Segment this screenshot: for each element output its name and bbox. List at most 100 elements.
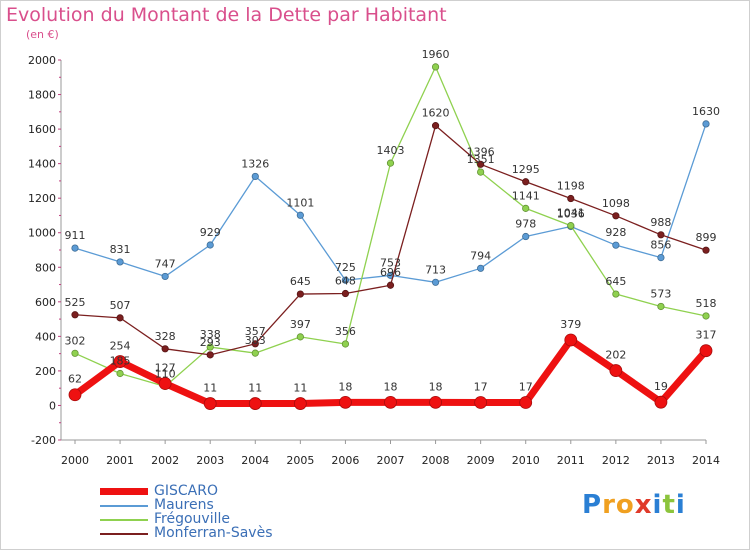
- logo-letter: P: [582, 490, 603, 520]
- data-label-giscaro: 11: [248, 382, 262, 395]
- data-point-giscaro: [429, 395, 442, 409]
- data-label-monferran-sav-s: 1295: [512, 163, 540, 176]
- data-point-monferran-sav-s: [702, 246, 710, 254]
- series-fr-gouville: [71, 63, 710, 391]
- data-label-fr-gouville: 1960: [422, 48, 450, 61]
- data-label-giscaro: 202: [605, 349, 626, 362]
- data-label-maurens: 856: [650, 239, 671, 252]
- data-point-maurens: [161, 272, 169, 281]
- data-point-fr-gouville: [431, 63, 440, 71]
- data-point-maurens: [251, 172, 259, 181]
- legend-label: Monferran-Savès: [154, 525, 273, 541]
- x-tick-label: 2014: [692, 454, 720, 467]
- data-label-giscaro: 62: [68, 373, 82, 386]
- data-label-fr-gouville: 1141: [512, 189, 540, 202]
- data-point-fr-gouville: [206, 343, 214, 351]
- data-label-giscaro: 11: [293, 382, 307, 395]
- series-maurens: [71, 120, 710, 286]
- data-label-fr-gouville: 356: [335, 325, 356, 338]
- data-point-monferran-sav-s: [251, 340, 259, 348]
- data-label-monferran-sav-s: 293: [200, 336, 221, 349]
- x-tick-label: 2009: [467, 454, 495, 467]
- data-label-fr-gouville: 573: [650, 287, 671, 300]
- data-point-monferran-sav-s: [522, 178, 530, 186]
- data-label-monferran-sav-s: 645: [290, 275, 311, 288]
- data-point-fr-gouville: [116, 369, 124, 378]
- data-point-giscaro: [384, 395, 397, 409]
- x-tick-label: 2010: [512, 454, 540, 467]
- data-label-giscaro: 18: [338, 380, 352, 393]
- data-label-monferran-sav-s: 1198: [557, 180, 585, 193]
- data-point-fr-gouville: [296, 333, 304, 341]
- data-label-maurens: 929: [200, 226, 221, 239]
- data-point-giscaro: [293, 397, 307, 410]
- y-tick-label: 1000: [28, 227, 56, 240]
- data-point-giscaro: [519, 396, 533, 409]
- legend-swatch: [100, 519, 148, 521]
- data-point-maurens: [612, 241, 620, 249]
- data-label-fr-gouville: 338: [200, 328, 221, 341]
- x-tick-label: 2008: [422, 454, 450, 467]
- y-tick-label: 0: [49, 399, 56, 412]
- chart-title: Evolution du Montant de la Dette par Hab…: [6, 4, 447, 26]
- data-label-monferran-sav-s: 696: [380, 266, 401, 279]
- data-point-monferran-sav-s: [296, 290, 304, 298]
- legend-label: GISCARO: [154, 483, 218, 499]
- series-monferran-sav-s: [71, 122, 710, 359]
- data-label-giscaro: 18: [429, 380, 443, 393]
- data-point-fr-gouville: [567, 222, 575, 230]
- y-tick-label: 600: [35, 296, 56, 309]
- y-tick-label: 1800: [28, 89, 56, 102]
- data-point-fr-gouville: [657, 302, 665, 311]
- logo-letter: t: [662, 490, 676, 520]
- data-point-giscaro: [699, 344, 713, 358]
- data-label-monferran-sav-s: 357: [245, 325, 266, 338]
- data-label-giscaro: 127: [155, 362, 176, 375]
- axes: -200 0 200 400 600 800 1000 1200 1400 1600 1800 200…: [28, 54, 720, 467]
- data-point-maurens: [477, 264, 485, 272]
- data-point-giscaro: [564, 333, 578, 347]
- data-point-monferran-sav-s: [567, 194, 575, 203]
- y-tick-label: 400: [35, 330, 56, 343]
- data-point-monferran-sav-s: [116, 314, 124, 322]
- data-point-giscaro: [474, 396, 488, 409]
- data-label-giscaro: 11: [203, 382, 217, 395]
- y-tick-label: 200: [35, 365, 56, 378]
- data-label-maurens: 1326: [241, 157, 269, 170]
- data-point-monferran-sav-s: [386, 281, 395, 289]
- logo-letter: o: [615, 490, 635, 520]
- data-label-maurens: 725: [335, 261, 356, 274]
- data-label-maurens: 1101: [286, 196, 314, 209]
- data-label-monferran-sav-s: 648: [335, 275, 356, 288]
- data-label-maurens: 911: [65, 229, 86, 242]
- data-label-fr-gouville: 645: [605, 275, 626, 288]
- series-giscaro: [68, 333, 713, 410]
- data-label-monferran-sav-s: 525: [65, 296, 86, 309]
- data-label-monferran-sav-s: 328: [155, 330, 176, 343]
- data-point-fr-gouville: [522, 204, 530, 212]
- data-label-giscaro: 254: [110, 340, 131, 353]
- x-tick-label: 2007: [377, 454, 405, 467]
- data-point-monferran-sav-s: [206, 351, 214, 359]
- logo-letter: r: [602, 490, 616, 520]
- data-point-fr-gouville: [477, 168, 485, 176]
- data-label-fr-gouville: 185: [110, 355, 131, 368]
- data-label-maurens: 753: [380, 256, 401, 269]
- data-point-monferran-sav-s: [612, 212, 620, 220]
- data-label-maurens: 1630: [692, 105, 720, 118]
- data-point-giscaro: [203, 397, 217, 410]
- data-point-maurens: [71, 244, 79, 252]
- data-label-giscaro: 17: [474, 381, 488, 394]
- logo-letter: i: [652, 490, 663, 520]
- logo-letter: x: [634, 490, 653, 520]
- data-label-monferran-sav-s: 988: [650, 216, 671, 229]
- y-tick-label: -200: [31, 434, 56, 447]
- x-tick-label: 2000: [61, 454, 89, 467]
- data-label-maurens: 1036: [557, 208, 585, 221]
- data-label-monferran-sav-s: 507: [110, 299, 131, 312]
- data-label-monferran-sav-s: 1396: [467, 145, 495, 158]
- data-point-maurens: [206, 241, 214, 249]
- proxiti-logo: Proxiti: [582, 490, 686, 520]
- data-label-fr-gouville: 518: [696, 297, 717, 310]
